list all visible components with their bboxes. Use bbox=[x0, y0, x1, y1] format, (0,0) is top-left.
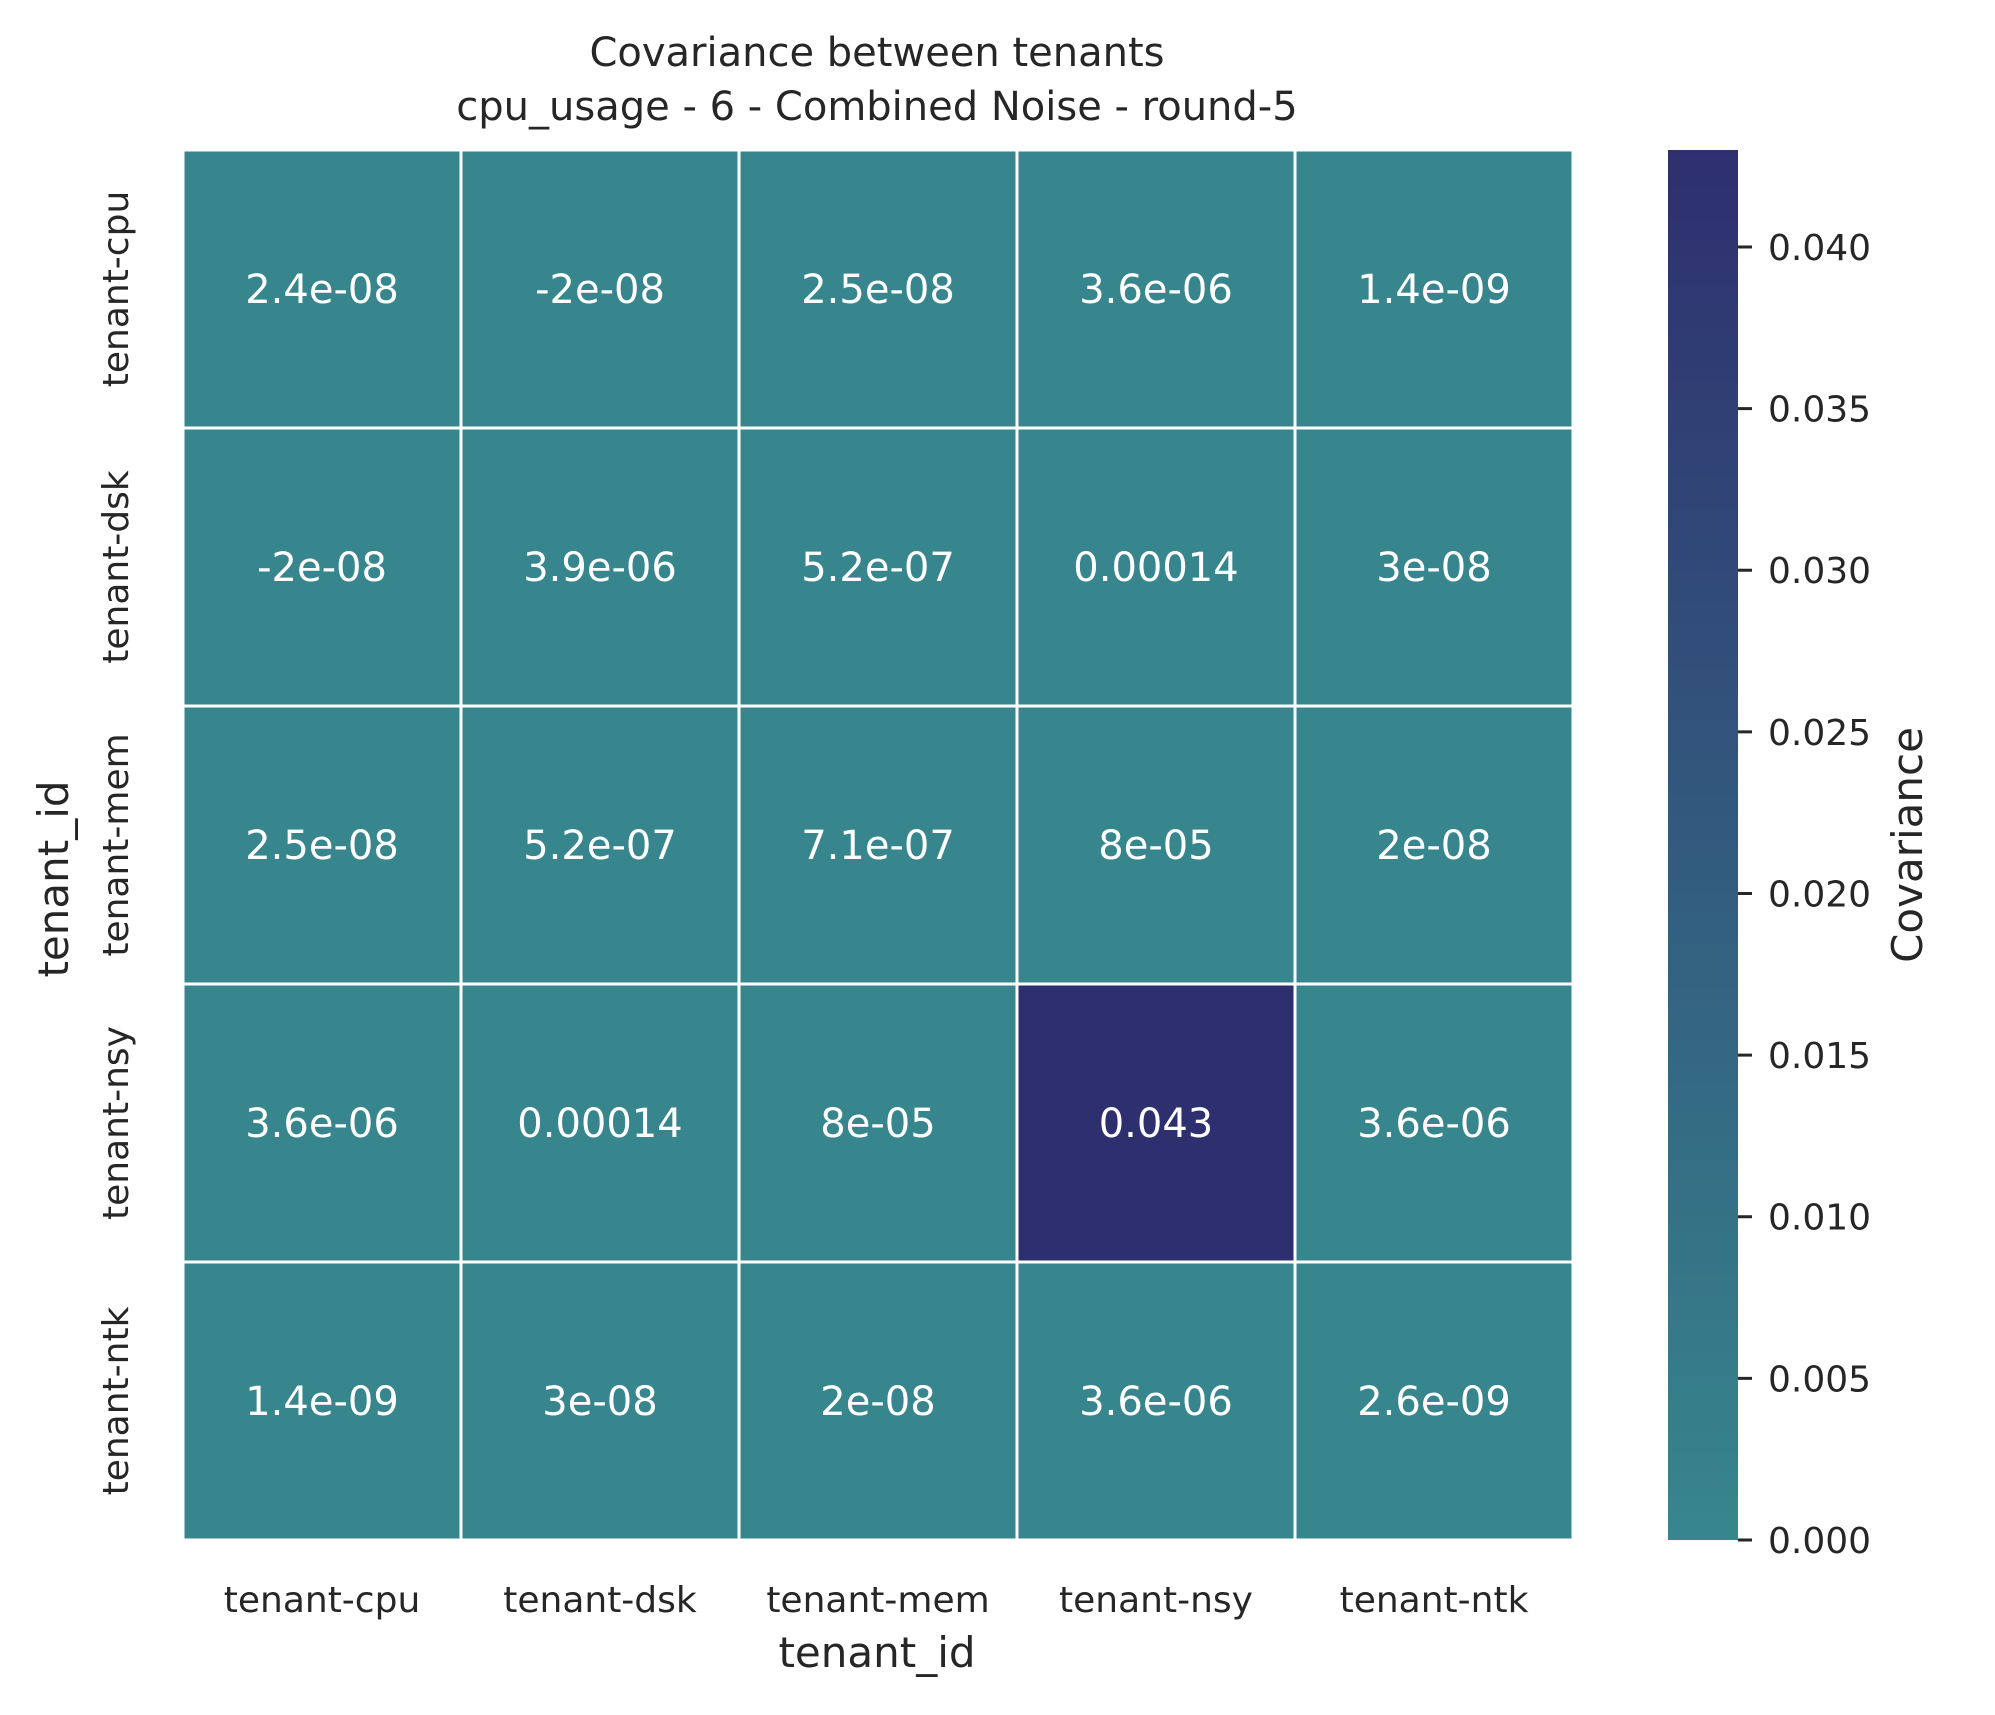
y-tick-label: tenant-cpu bbox=[96, 191, 137, 388]
heatmap-cell bbox=[181, 426, 463, 708]
cell-value-label: 3.6e-06 bbox=[1357, 1101, 1511, 1147]
chart-subtitle: cpu_usage - 6 - Combined Noise - round-5 bbox=[456, 84, 1297, 130]
heatmap-cell bbox=[181, 1260, 463, 1542]
heatmap-cell bbox=[737, 1260, 1019, 1542]
colorbar-tick-label: 0.010 bbox=[1768, 1198, 1871, 1239]
x-tick-label: tenant-nsy bbox=[1059, 1580, 1253, 1621]
cell-value-label: 3.9e-06 bbox=[523, 545, 677, 591]
cell-value-label: 2.5e-08 bbox=[245, 823, 399, 869]
cell-value-label: 0.043 bbox=[1099, 1101, 1214, 1147]
colorbar-ticks: 0.000 0.005 0.010 0.015 0.020 0.025 0.030 0.035… bbox=[1738, 228, 1871, 1562]
heatmap-cell bbox=[737, 426, 1019, 708]
colorbar-label: Covariance bbox=[1883, 727, 1932, 963]
heatmap-cell bbox=[1293, 982, 1575, 1264]
cell-value-label: 2.4e-08 bbox=[245, 267, 399, 313]
cell-value-label: 3e-08 bbox=[1376, 545, 1491, 591]
cell-value-label: 3.6e-06 bbox=[1079, 1379, 1233, 1425]
heatmap-cell bbox=[1293, 426, 1575, 708]
cell-value-label: 3e-08 bbox=[542, 1379, 657, 1425]
heatmap-cell bbox=[459, 1260, 741, 1542]
colorbar-tick-label: 0.015 bbox=[1768, 1036, 1871, 1077]
heatmap-cell bbox=[459, 148, 741, 430]
cell-value-label: 8e-05 bbox=[820, 1101, 935, 1147]
cell-value-label: 2.6e-09 bbox=[1357, 1379, 1511, 1425]
cell-value-label: 0.00014 bbox=[1073, 545, 1238, 591]
cell-value-label: 3.6e-06 bbox=[1079, 267, 1233, 313]
cell-value-label: 1.4e-09 bbox=[245, 1379, 399, 1425]
cell-value-label: 2e-08 bbox=[820, 1379, 935, 1425]
heatmap-cell bbox=[459, 704, 741, 986]
y-tick-labels: tenant-cpu tenant-dsk tenant-mem tenant-nsy… bbox=[96, 191, 137, 1496]
x-tick-label: tenant-dsk bbox=[503, 1580, 697, 1621]
cell-value-label: 1.4e-09 bbox=[1357, 267, 1511, 313]
cell-value-label: 5.2e-07 bbox=[523, 823, 677, 869]
x-tick-label: tenant-ntk bbox=[1340, 1580, 1529, 1621]
heatmap-cell bbox=[737, 704, 1019, 986]
colorbar-tick-label: 0.035 bbox=[1768, 390, 1871, 431]
x-tick-labels: tenant-cpu tenant-dsk tenant-mem tenant-nsy… bbox=[224, 1580, 1529, 1621]
chart-title: Covariance between tenants bbox=[589, 30, 1164, 76]
cell-value-label: 5.2e-07 bbox=[801, 545, 955, 591]
colorbar-tick-label: 0.030 bbox=[1768, 551, 1871, 592]
heatmap-cell bbox=[1015, 148, 1297, 430]
heatmap-cell bbox=[1015, 704, 1297, 986]
heatmap-cell bbox=[1293, 148, 1575, 430]
y-tick-label: tenant-nsy bbox=[96, 1026, 137, 1220]
cell-value-label: -2e-08 bbox=[535, 267, 665, 313]
colorbar-tick-label: 0.020 bbox=[1768, 874, 1871, 915]
colorbar bbox=[1668, 150, 1738, 1540]
y-tick-label: tenant-ntk bbox=[96, 1306, 137, 1495]
heatmap-grid: 2.4e-08 -2e-08 2.5e-08 3.6e-06 1.4e-09 -2e-08… bbox=[181, 148, 1575, 1542]
x-tick-label: tenant-cpu bbox=[224, 1580, 421, 1621]
colorbar-tick-label: 0.040 bbox=[1768, 228, 1871, 269]
heatmap-cell bbox=[1015, 982, 1297, 1264]
heatmap-cell bbox=[1293, 704, 1575, 986]
colorbar-tick-label: 0.025 bbox=[1768, 713, 1871, 754]
heatmap-cell bbox=[181, 148, 463, 430]
cell-value-label: 2.5e-08 bbox=[801, 267, 955, 313]
heatmap-cell bbox=[181, 982, 463, 1264]
cell-value-label: 2e-08 bbox=[1376, 823, 1491, 869]
y-axis-title: tenant_id bbox=[29, 780, 78, 977]
colorbar-tick-label: 0.005 bbox=[1768, 1359, 1871, 1400]
x-axis-title: tenant_id bbox=[778, 1628, 975, 1677]
cell-value-label: 7.1e-07 bbox=[801, 823, 955, 869]
y-tick-label: tenant-dsk bbox=[96, 470, 137, 664]
colorbar-tick-label: 0.000 bbox=[1768, 1521, 1871, 1562]
cell-value-label: 8e-05 bbox=[1098, 823, 1213, 869]
heatmap-cell bbox=[737, 982, 1019, 1264]
x-tick-label: tenant-mem bbox=[766, 1580, 989, 1621]
y-tick-label: tenant-mem bbox=[96, 733, 137, 956]
cell-value-label: -2e-08 bbox=[257, 545, 387, 591]
cell-value-label: 3.6e-06 bbox=[245, 1101, 399, 1147]
heatmap-cell bbox=[737, 148, 1019, 430]
heatmap-cell bbox=[1293, 1260, 1575, 1542]
heatmap-cell bbox=[459, 982, 741, 1264]
cell-value-label: 0.00014 bbox=[517, 1101, 682, 1147]
